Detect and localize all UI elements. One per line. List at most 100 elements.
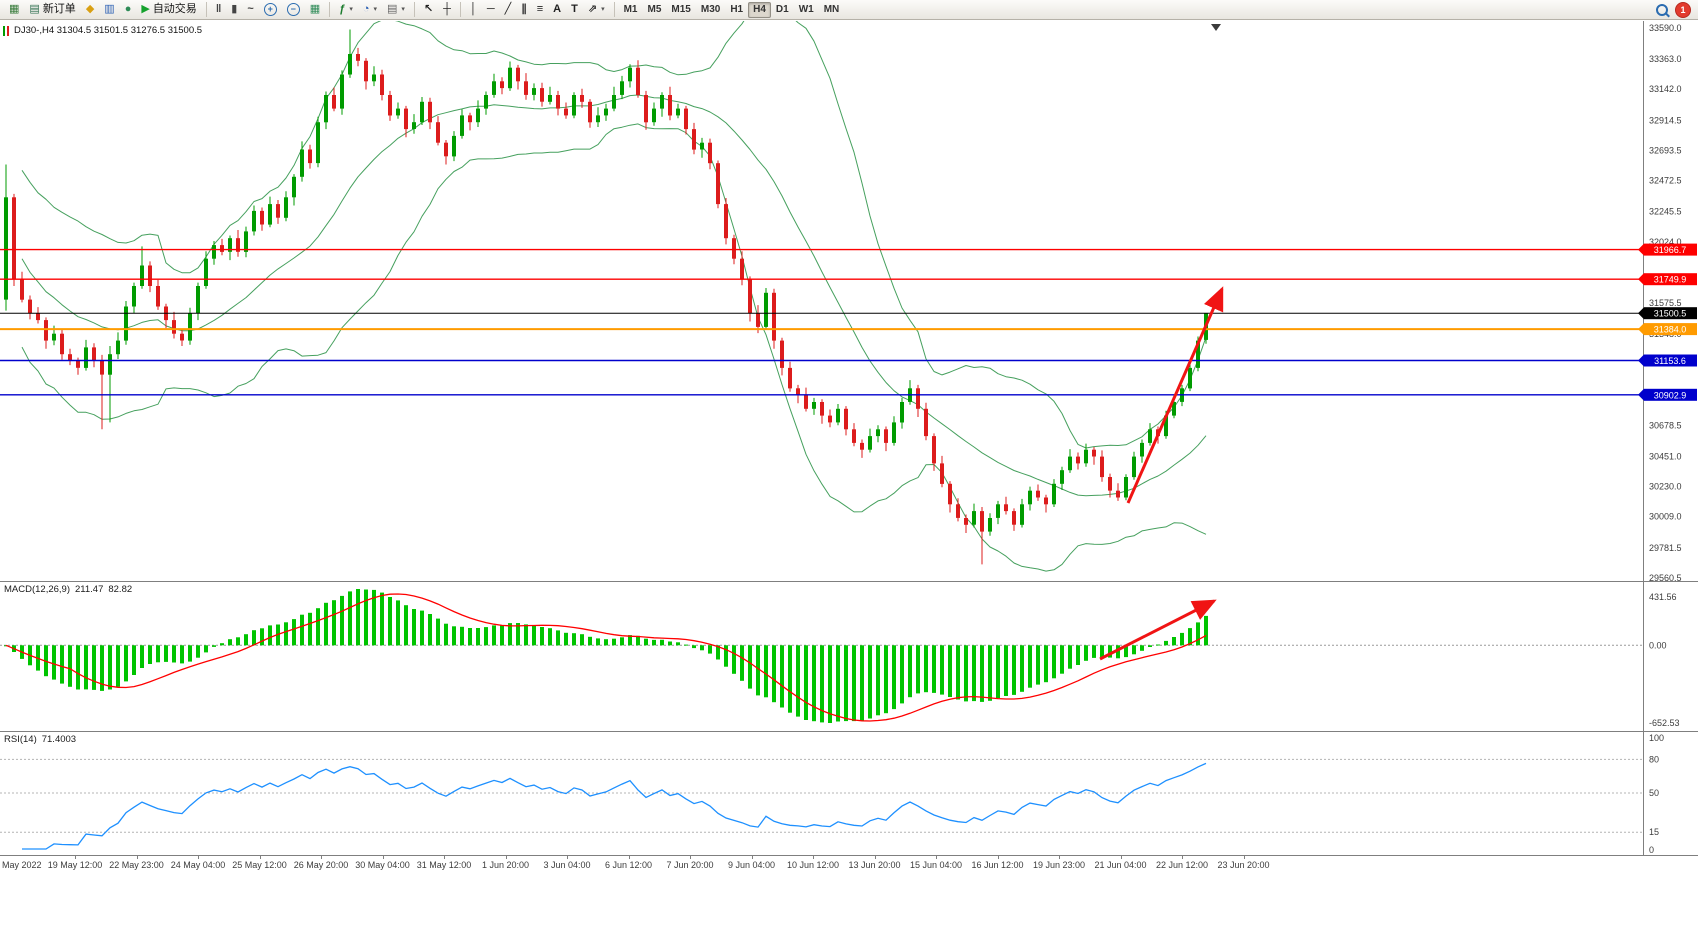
shapes-button[interactable]: ⇗ ▾ xyxy=(584,1,609,18)
macd-bar xyxy=(1196,622,1200,646)
text-button[interactable]: A xyxy=(549,1,565,18)
time-axis[interactable]: May 2022 19 May 12:00 22 May 23:00 24 May 0… xyxy=(0,855,1698,875)
price-axis[interactable]: 33590.0 33363.0 33142.0 32914.5 32693.5 32472… xyxy=(1649,23,1682,581)
market-watch-button[interactable]: ◆ xyxy=(82,1,98,18)
candle-body xyxy=(1116,490,1120,498)
candle-body xyxy=(1084,449,1088,464)
text-label-button[interactable]: T xyxy=(567,1,582,18)
candle-body xyxy=(404,108,408,130)
rsi-chart[interactable]: 100 80 50 15 0 xyxy=(0,731,1698,855)
macd-bar xyxy=(364,589,368,646)
candle-body xyxy=(604,108,608,116)
trend-arrow-main[interactable] xyxy=(1126,286,1224,504)
toolbar: ▦ ▤ 新订单 ◆ ▥ ● ▶ 自动交易 ‖ ▮ ~ + − ▦ ƒ ▾ ◔ ▾ ▤ ▾ ↖ ┼ │ ─ ╱ ∥ ≡ A T ⇗ ▾ M1 M5… xyxy=(0,0,1698,20)
search-icon[interactable] xyxy=(1656,3,1668,16)
macd-bar xyxy=(84,645,88,690)
macd-axis[interactable]: 431.56 0.00 -652.53 xyxy=(1649,592,1680,728)
indicators-button[interactable]: ƒ ▾ xyxy=(335,1,357,18)
horizontal-line-button[interactable]: ─ xyxy=(483,1,499,18)
candle-body xyxy=(956,504,960,518)
new-order-button[interactable]: ▤ 新订单 xyxy=(25,1,79,18)
candle-body xyxy=(668,95,672,116)
rsi-panel[interactable]: 100 80 50 15 0 RSI(14) 71.4003 xyxy=(0,731,1698,855)
candle-body xyxy=(220,245,224,252)
candle-body xyxy=(100,361,104,375)
macd-bar xyxy=(340,595,344,646)
dropdown-caret-icon[interactable]: ▾ xyxy=(401,6,405,13)
timeframe-d1[interactable]: D1 xyxy=(771,2,794,18)
time-axis-tick xyxy=(690,856,691,859)
notification-badge[interactable]: 1 xyxy=(1676,2,1690,17)
autotrading-icon: ▶ xyxy=(141,3,150,15)
candle-body xyxy=(716,163,720,205)
price-badge-bg xyxy=(1644,354,1697,367)
periods-button[interactable]: ◔ ▾ xyxy=(359,1,381,18)
macd-bar xyxy=(1132,645,1136,655)
macd-panel[interactable]: 431.56 0.00 -652.53 MACD(12,26,9) 211.47 82.… xyxy=(0,581,1698,731)
macd-bar xyxy=(988,645,992,701)
timeframe-m30[interactable]: M30 xyxy=(696,2,725,18)
macd-bar xyxy=(348,591,352,646)
macd-bar xyxy=(140,645,144,668)
candle-body xyxy=(1052,483,1056,505)
macd-chart[interactable]: 431.56 0.00 -652.53 xyxy=(0,581,1698,731)
candlestick-mode-button[interactable]: ▮ xyxy=(227,1,241,18)
macd-bar xyxy=(436,618,440,646)
vertical-line-button[interactable]: │ xyxy=(466,1,481,18)
macd-bar xyxy=(460,626,464,646)
line-chart-mode-icon: ~ xyxy=(247,3,254,15)
timeframe-m1[interactable]: M1 xyxy=(619,2,643,18)
line-chart-mode-button[interactable]: ~ xyxy=(243,1,257,18)
candlestick-mode-icon: ▮ xyxy=(231,3,238,15)
dropdown-caret-icon[interactable]: ▾ xyxy=(373,6,378,13)
macd-bar xyxy=(292,619,296,646)
channel-button[interactable]: ∥ xyxy=(517,1,531,18)
macd-bar xyxy=(404,605,408,646)
autotrading-button[interactable]: ▶ 自动交易 xyxy=(137,1,200,18)
cursor-button[interactable]: ↖ xyxy=(420,1,437,18)
macd-bar xyxy=(964,645,968,702)
zoom-in-button[interactable]: + xyxy=(260,1,281,18)
zoom-out-icon: − xyxy=(286,3,300,16)
candle-body xyxy=(260,210,264,225)
macd-bar xyxy=(516,623,520,646)
macd-bar xyxy=(996,645,1000,699)
candle-body xyxy=(1196,340,1200,368)
main-chart-panel[interactable]: 33590.0 33363.0 33142.0 32914.5 32693.5 32472… xyxy=(0,21,1698,581)
timeframe-h1[interactable]: H1 xyxy=(725,2,748,18)
price-axis-label: 29781.5 xyxy=(1649,543,1682,553)
timeframe-m15[interactable]: M15 xyxy=(666,2,695,18)
bollinger-upper-band xyxy=(21,21,1207,449)
price-badge-bg xyxy=(1644,388,1697,401)
trend-arrow-macd[interactable] xyxy=(1099,599,1217,661)
dropdown-caret-icon[interactable]: ▾ xyxy=(601,6,605,13)
candle-body xyxy=(748,279,752,314)
zoom-out-button[interactable]: − xyxy=(283,1,304,18)
candle-body xyxy=(92,347,96,361)
time-axis-label: 30 May 04:00 xyxy=(355,860,410,870)
macd-bar xyxy=(468,628,472,646)
horizontal-line-icon: ─ xyxy=(486,3,495,15)
timeframe-w1[interactable]: W1 xyxy=(794,2,819,18)
timeframe-h4[interactable]: H4 xyxy=(748,1,771,18)
crosshair-button[interactable]: ┼ xyxy=(439,1,455,18)
timeframe-m5[interactable]: M5 xyxy=(643,2,667,18)
time-axis-label: 7 Jun 20:00 xyxy=(666,860,714,870)
tile-windows-button[interactable]: ▦ xyxy=(306,1,324,18)
dropdown-caret-icon[interactable]: ▾ xyxy=(349,6,353,13)
rsi-axis[interactable]: 100 80 50 15 0 xyxy=(1649,733,1664,855)
trendline-button[interactable]: ╱ xyxy=(501,1,516,18)
timeframe-mn[interactable]: MN xyxy=(819,2,845,18)
chart-shift-marker[interactable] xyxy=(1211,24,1221,31)
macd-bar xyxy=(676,642,680,646)
fibonacci-button[interactable]: ≡ xyxy=(533,1,547,18)
navigator-button[interactable]: ● xyxy=(121,1,136,18)
candle-body xyxy=(356,54,360,61)
bar-chart-mode-button[interactable]: ‖ xyxy=(212,1,225,18)
main-chart[interactable]: 33590.0 33363.0 33142.0 32914.5 32693.5 32472… xyxy=(0,21,1698,581)
templates-button[interactable]: ▤ ▾ xyxy=(383,1,409,18)
data-window-button[interactable]: ▥ xyxy=(100,1,118,18)
new-chart-button[interactable]: ▦ xyxy=(5,1,23,18)
candle-body xyxy=(476,108,480,123)
